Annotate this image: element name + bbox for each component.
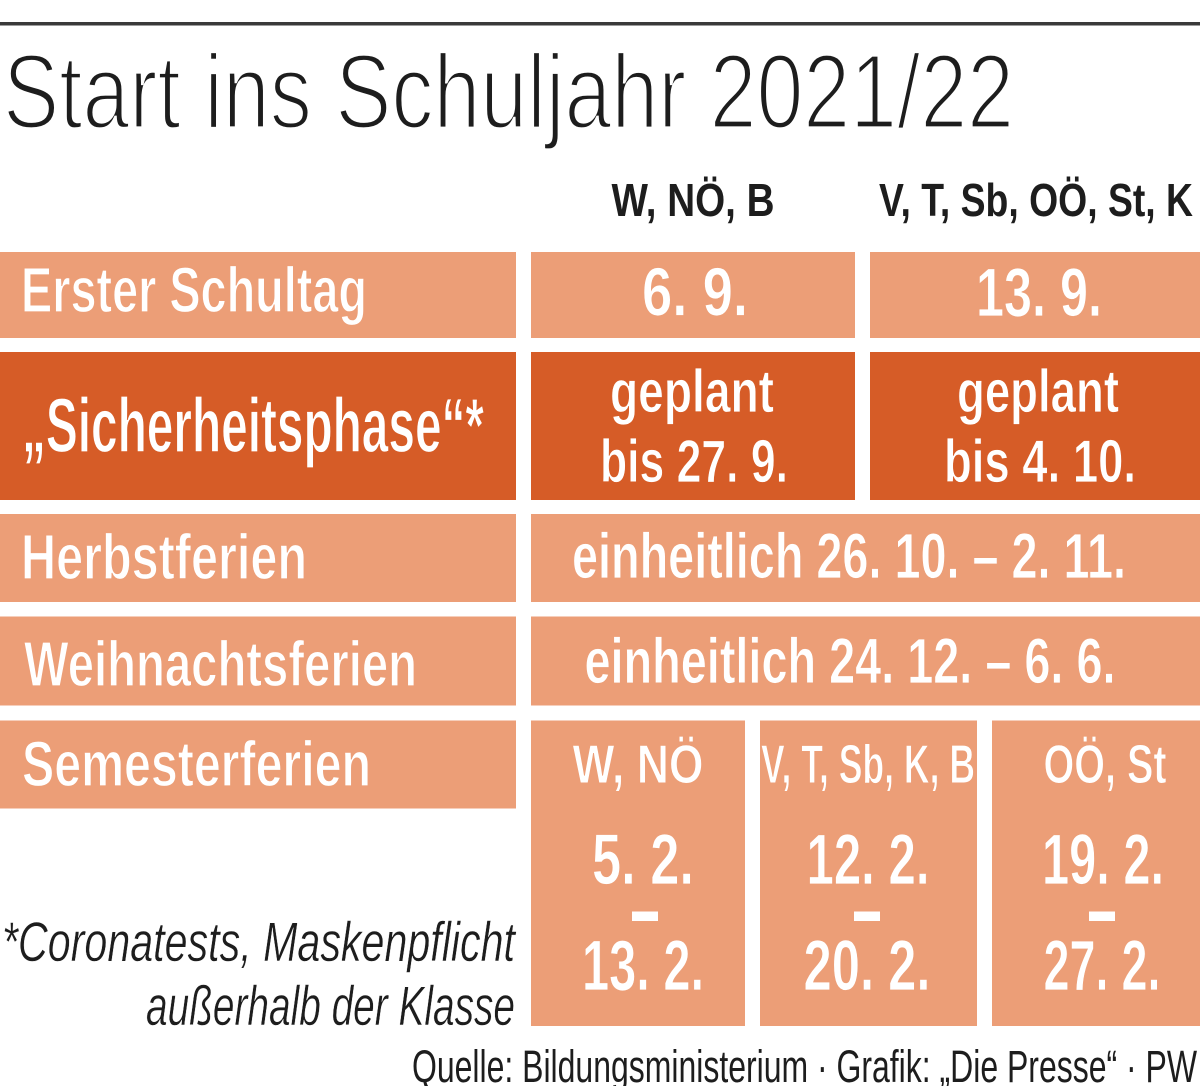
svg-text:OÖ, St: OÖ, St: [1044, 733, 1167, 795]
svg-text:Herbstferien: Herbstferien: [21, 521, 307, 593]
svg-text:13. 9.: 13. 9.: [976, 254, 1102, 331]
svg-text:W, NÖ, B: W, NÖ, B: [612, 174, 775, 226]
svg-text:20. 2.: 20. 2.: [804, 927, 931, 1006]
svg-text:bis 4. 10.: bis 4. 10.: [944, 428, 1136, 495]
svg-text:19. 2.: 19. 2.: [1042, 821, 1164, 900]
svg-text:bis 27. 9.: bis 27. 9.: [600, 428, 788, 495]
svg-text:Weihnachtsferien: Weihnachtsferien: [24, 628, 417, 700]
svg-text:„Sicherheitsphase“*: „Sicherheitsphase“*: [22, 383, 484, 469]
svg-text:V, T, Sb, OÖ, St, K: V, T, Sb, OÖ, St, K: [879, 174, 1193, 226]
svg-text:6. 9.: 6. 9.: [642, 254, 748, 331]
svg-text:V, T, Sb, K, B: V, T, Sb, K, B: [761, 733, 975, 795]
svg-text:Erster Schultag: Erster Schultag: [21, 254, 367, 326]
svg-text:27. 2.: 27. 2.: [1044, 927, 1161, 1006]
svg-text:Start ins Schuljahr 2021/22: Start ins Schuljahr 2021/22: [3, 33, 1014, 151]
svg-text:Quelle: Bildungsministerium ·: Quelle: Bildungsministerium · Grafik: „D…: [412, 1041, 1197, 1086]
svg-text:12. 2.: 12. 2.: [807, 821, 930, 900]
svg-text:einheitlich 26. 10. – 2. 11.: einheitlich 26. 10. – 2. 11.: [572, 520, 1126, 592]
svg-text:W, NÖ: W, NÖ: [573, 733, 704, 795]
svg-text:Semesterferien: Semesterferien: [22, 728, 371, 800]
svg-text:außerhalb der Klasse: außerhalb der Klasse: [146, 974, 515, 1037]
svg-text:geplant: geplant: [610, 358, 774, 425]
svg-text:geplant: geplant: [957, 358, 1119, 425]
svg-text:13. 2.: 13. 2.: [582, 927, 704, 1006]
svg-text:einheitlich 24. 12. – 6. 6.: einheitlich 24. 12. – 6. 6.: [585, 625, 1116, 697]
svg-text:*Coronatests, Maskenpflicht: *Coronatests, Maskenpflicht: [2, 910, 517, 973]
svg-text:5. 2.: 5. 2.: [592, 821, 694, 900]
